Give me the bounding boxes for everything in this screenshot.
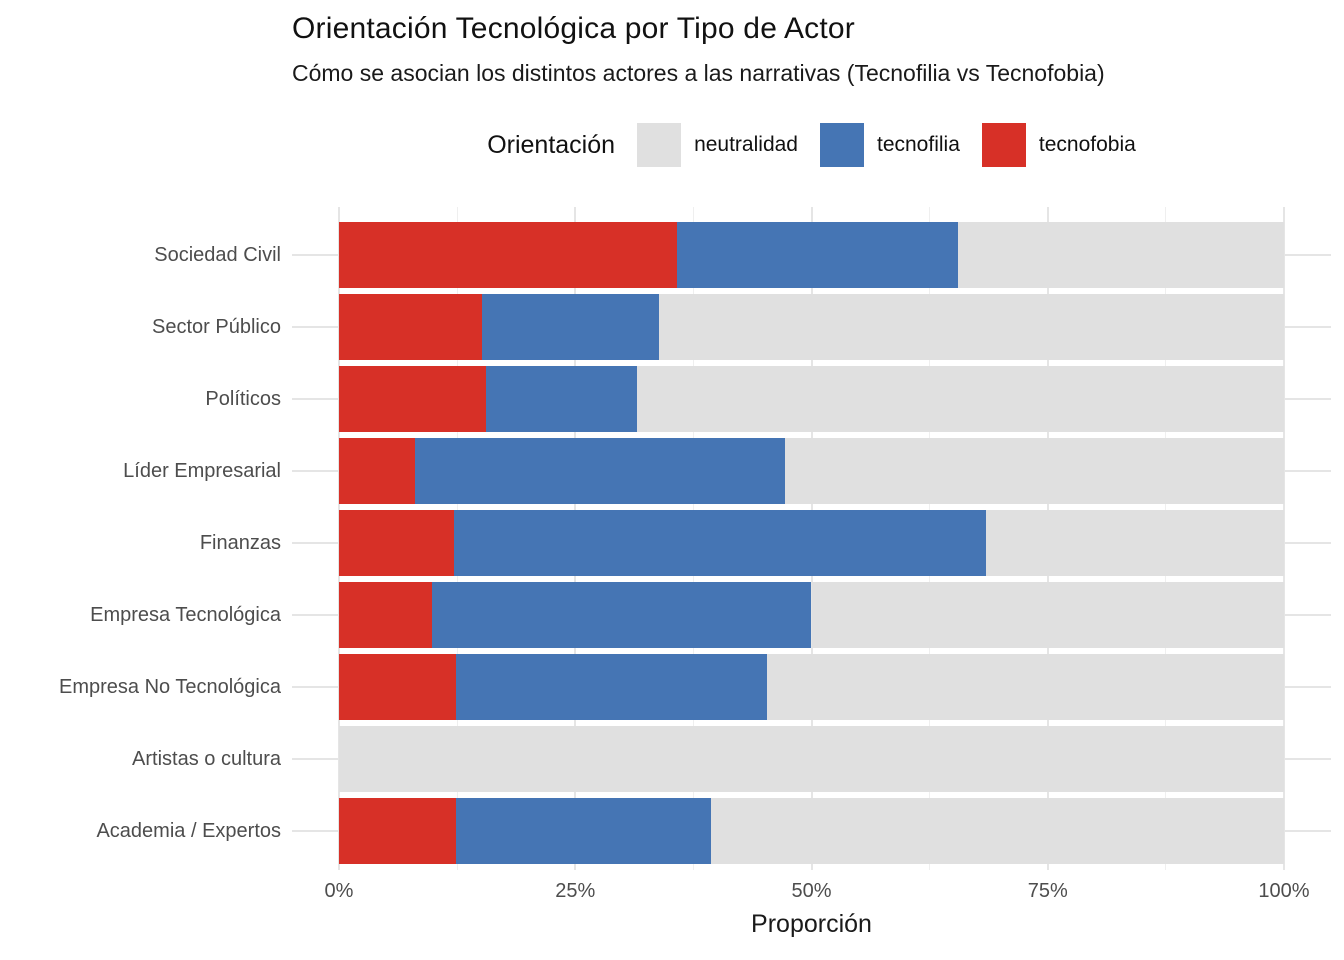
- bar-segment-tecnofilia: [677, 222, 958, 288]
- legend-item-tecnofobia: tecnofobia: [981, 123, 1136, 167]
- y-axis-label: Empresa No Tecnológica: [59, 676, 281, 698]
- legend-swatch-tecnofilia: [819, 123, 864, 167]
- bar-segment-neutralidad: [785, 438, 1284, 504]
- y-axis-label: Empresa Tecnológica: [90, 604, 281, 626]
- x-axis-tick-label: 0%: [324, 880, 354, 902]
- y-axis-label: Sociedad Civil: [154, 244, 281, 266]
- bar-segment-tecnofilia: [414, 438, 786, 504]
- bar-segment-tecnofilia: [454, 510, 987, 576]
- y-axis-label: Finanzas: [199, 532, 281, 554]
- x-axis-tick-label: 25%: [555, 880, 596, 902]
- bar-segment-tecnofobia: [339, 798, 457, 864]
- bar-segment-tecnofobia: [339, 510, 455, 576]
- legend-item-label: tecnofobia: [1038, 133, 1136, 156]
- bar-segment-tecnofobia: [339, 294, 482, 360]
- x-axis-tick-label: 75%: [1027, 880, 1068, 902]
- x-axis-tick-label: 100%: [1258, 880, 1310, 902]
- legend-item-label: tecnofilia: [876, 133, 960, 156]
- bar-segment-tecnofilia: [486, 366, 637, 432]
- bar-segment-neutralidad: [811, 582, 1284, 648]
- bar-segment-neutralidad: [711, 798, 1284, 864]
- bar-segment-tecnofobia: [339, 366, 487, 432]
- gridline-major: [1283, 207, 1285, 870]
- y-axis-label: Sector Público: [152, 316, 281, 338]
- legend: Orientación neutralidad tecnofilia tecnofo…: [292, 118, 1331, 172]
- legend-item-label: neutralidad: [694, 133, 798, 156]
- bar-segment-tecnofobia: [339, 654, 457, 720]
- chart-subtitle: Cómo se asocian los distintos actores a …: [292, 60, 1105, 86]
- bar-segment-tecnofilia: [481, 294, 660, 360]
- bar-segment-tecnofobia: [339, 438, 415, 504]
- bar-segment-neutralidad: [957, 222, 1284, 288]
- legend-item-tecnofilia: tecnofilia: [819, 123, 960, 167]
- x-axis-title: Proporción: [751, 910, 872, 938]
- bar-segment-tecnofobia: [339, 222, 678, 288]
- x-axis-tick-label: 50%: [791, 880, 832, 902]
- legend-swatch-tecnofobia: [981, 123, 1026, 167]
- chart-panel: [292, 207, 1331, 870]
- bar-segment-tecnofilia: [456, 798, 712, 864]
- legend-item-neutralidad: neutralidad: [637, 123, 798, 167]
- y-axis-label: Políticos: [205, 388, 281, 410]
- bar-segment-tecnofilia: [456, 654, 768, 720]
- y-axis-label: Líder Empresarial: [123, 460, 281, 482]
- bar-segment-neutralidad: [339, 726, 1284, 792]
- bar-segment-neutralidad: [636, 366, 1284, 432]
- bar-segment-neutralidad: [659, 294, 1284, 360]
- bar-segment-neutralidad: [986, 510, 1284, 576]
- bar-segment-tecnofilia: [431, 582, 812, 648]
- legend-swatch-neutralidad: [637, 123, 682, 167]
- y-axis-label: Artistas o cultura: [132, 748, 281, 770]
- legend-title: Orientación: [487, 130, 616, 159]
- chart-title: Orientación Tecnológica por Tipo de Acto…: [292, 12, 855, 45]
- bar-segment-tecnofobia: [339, 582, 432, 648]
- bar-segment-neutralidad: [767, 654, 1284, 720]
- y-axis-label: Academia / Expertos: [96, 820, 281, 842]
